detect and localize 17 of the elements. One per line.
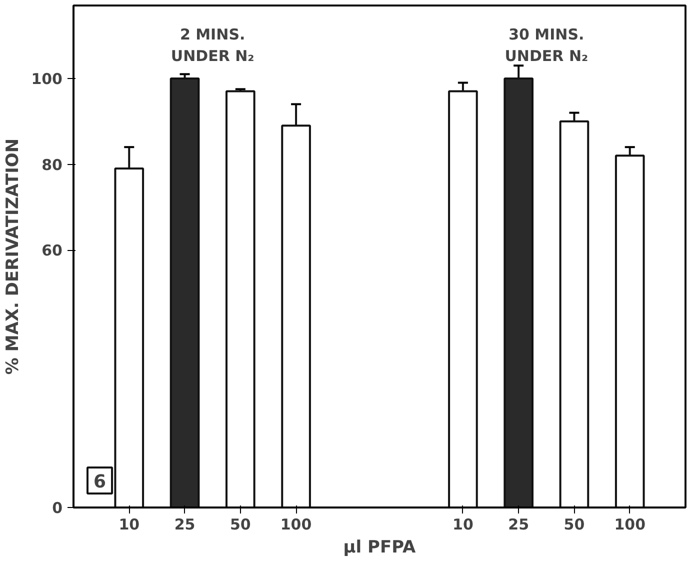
- x-tick-label: 100: [280, 516, 312, 534]
- annotation: 2 MINS. UNDER N₂: [170, 26, 254, 66]
- x-tick-label: 10: [452, 516, 474, 534]
- x-tick-label: 50: [564, 516, 585, 534]
- x-axis-title: µl PFPA: [343, 538, 417, 558]
- y-tick-label: 60: [42, 242, 62, 260]
- x-tick-label: 100: [614, 516, 646, 534]
- annotation: 30 MINS. UNDER N₂: [504, 26, 588, 66]
- x-tick-label: 50: [230, 516, 251, 534]
- y-tick-label: 100: [31, 70, 62, 88]
- y-tick-label: 80: [42, 156, 62, 174]
- y-tick-label: 0: [52, 499, 62, 517]
- x-tick-label: 25: [174, 516, 196, 534]
- annotation: 6: [94, 472, 106, 492]
- y-axis-title: % MAX. DERIVATIZATION: [3, 138, 24, 375]
- x-tick-label: 10: [118, 516, 140, 534]
- x-tick-label: 25: [508, 516, 530, 534]
